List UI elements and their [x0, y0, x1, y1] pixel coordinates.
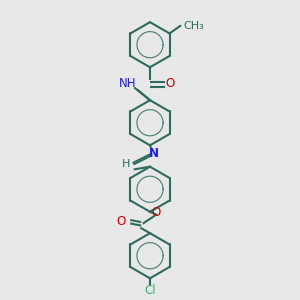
- Text: CH₃: CH₃: [183, 21, 204, 31]
- Text: N: N: [148, 147, 158, 160]
- Text: O: O: [152, 206, 161, 219]
- Text: O: O: [165, 77, 174, 90]
- Text: O: O: [117, 215, 126, 228]
- Text: NH: NH: [118, 77, 136, 90]
- Text: Cl: Cl: [144, 284, 156, 297]
- Text: H: H: [122, 159, 130, 169]
